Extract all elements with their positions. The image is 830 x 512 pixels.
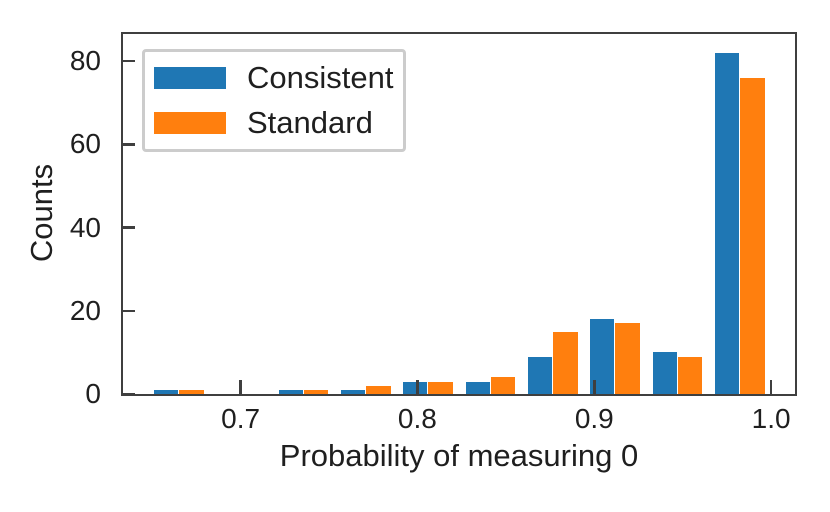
legend-label-standard: Standard [247,104,373,140]
legend-label-consistent: Consistent [247,60,394,96]
y-tick-label: 60 [69,128,101,160]
y-axis-label: Counts [24,163,59,263]
y-tick-mark [123,143,135,146]
histogram-bar-standard-bin7 [615,323,641,394]
x-tick-mark [239,380,242,394]
x-tick-mark [416,380,419,394]
legend: Consistent Standard [142,49,406,152]
histogram-bar-standard-bin8 [677,356,703,394]
x-tick-label: 0.7 [221,403,261,434]
legend-swatch-standard [154,111,226,134]
x-tick-label: 1.0 [751,403,791,434]
histogram-bar-standard-bin9 [740,77,765,394]
histogram-bar-standard-bin0 [178,389,204,394]
histogram-bar-standard-bin2 [303,389,329,394]
y-tick-label: 80 [69,45,101,77]
y-tick-mark [123,392,135,396]
histogram-bar-consistent-bin8 [652,352,677,394]
histogram-bar-consistent-bin2 [278,389,303,394]
y-tick-mark [123,309,135,312]
histogram-bar-consistent-bin0 [154,389,178,394]
x-tick-label: 0.8 [397,403,437,434]
legend-row-consistent: Consistent [154,60,393,96]
histogram-bar-standard-bin4 [428,381,454,394]
x-tick-mark [769,380,773,394]
x-tick-label: 0.9 [574,403,614,434]
legend-swatch-consistent [154,67,226,90]
histogram-bar-consistent-bin5 [465,381,490,394]
x-axis-label: Probability of measuring 0 [279,438,639,473]
histogram-bar-consistent-bin3 [341,389,365,394]
histogram-bar-consistent-bin4 [403,381,428,394]
y-tick-label: 20 [69,294,101,326]
histogram-bar-standard-bin5 [490,377,516,394]
y-tick-label: 0 [85,378,101,409]
y-tick-mark [123,226,135,229]
histogram-bar-consistent-bin7 [590,319,615,394]
legend-row-standard: Standard [154,105,393,141]
histogram-bar-standard-bin6 [552,331,578,394]
histogram-bar-standard-bin3 [365,385,391,394]
histogram-bar-consistent-bin9 [715,52,739,394]
x-tick-mark [593,380,596,394]
y-tick-mark [123,59,135,63]
y-tick-label: 40 [69,211,101,243]
histogram-bar-consistent-bin6 [528,356,552,394]
